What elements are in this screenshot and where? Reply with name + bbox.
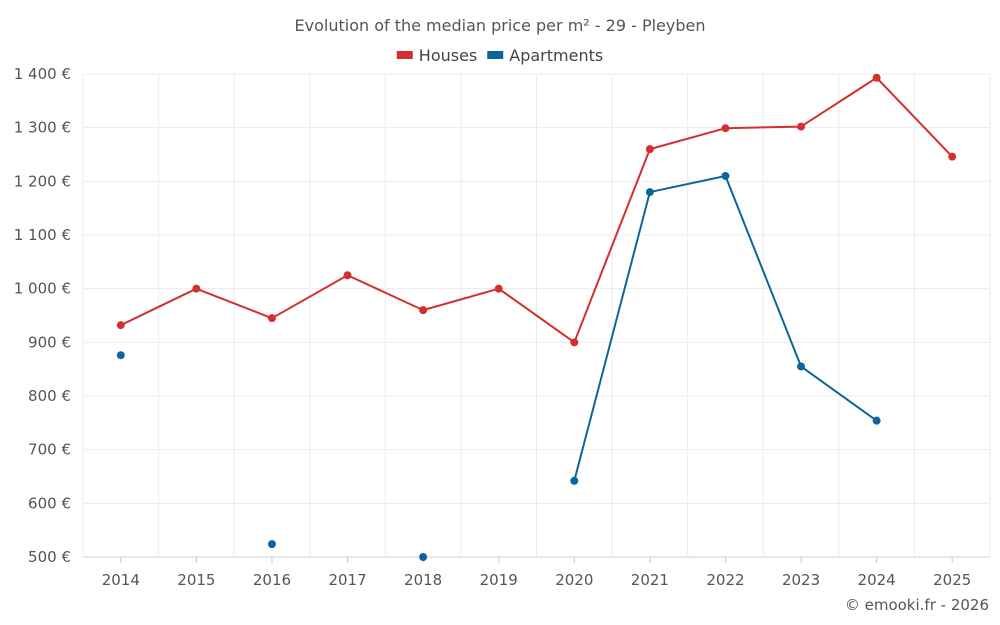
x-tick-label: 2016 [253, 571, 291, 589]
x-tick-label: 2023 [782, 571, 820, 589]
credit-text: © emooki.fr - 2026 [845, 596, 989, 614]
legend-label: Apartments [509, 46, 603, 65]
series-apartments [116, 171, 881, 561]
data-point-houses[interactable] [116, 321, 125, 330]
x-axis: 2014 2015 2016 2017 2018 2019 2020 2021 2022 2023… [102, 557, 971, 589]
x-tick-label: 2015 [177, 571, 215, 589]
grid [82, 73, 991, 558]
x-tick-label: 2017 [328, 571, 366, 589]
y-tick-label: 1 000 € [14, 280, 71, 298]
y-tick-label: 800 € [28, 387, 71, 405]
data-point-apartments[interactable] [797, 362, 806, 371]
data-point-houses[interactable] [872, 73, 881, 82]
y-tick-label: 500 € [28, 548, 71, 566]
chart-title: Evolution of the median price per m² - 2… [295, 16, 706, 35]
x-tick-label: 2018 [404, 571, 442, 589]
legend-item-apartments[interactable]: Apartments [487, 46, 603, 65]
x-tick-label: 2022 [706, 571, 744, 589]
data-point-apartments[interactable] [721, 171, 730, 180]
series-houses [116, 73, 957, 347]
data-point-houses[interactable] [343, 271, 352, 280]
x-tick-label: 2021 [631, 571, 669, 589]
series-line-houses [120, 76, 953, 344]
data-point-apartments[interactable] [645, 188, 654, 197]
data-point-houses[interactable] [645, 145, 654, 154]
y-axis: 500 € 600 € 700 € 800 € 900 € 1 000 € 1 100 € 1… [14, 65, 71, 566]
data-point-apartments[interactable] [570, 476, 579, 485]
data-point-apartments[interactable] [872, 416, 881, 425]
legend: Houses Apartments [396, 46, 603, 65]
legend-label: Houses [419, 46, 477, 65]
data-point-houses[interactable] [948, 152, 957, 161]
y-tick-label: 1 200 € [14, 172, 71, 190]
y-tick-label: 900 € [28, 333, 71, 351]
series-line-apartments [573, 174, 878, 482]
x-tick-label: 2024 [858, 571, 896, 589]
y-tick-label: 600 € [28, 494, 71, 512]
legend-swatch [487, 51, 504, 59]
x-tick-label: 2019 [480, 571, 518, 589]
legend-swatch [396, 51, 413, 59]
series-layer [116, 73, 957, 561]
data-point-houses[interactable] [419, 306, 428, 315]
data-point-houses[interactable] [797, 122, 806, 131]
y-tick-label: 1 300 € [14, 119, 71, 137]
x-tick-label: 2014 [102, 571, 140, 589]
data-point-houses[interactable] [192, 284, 201, 293]
data-point-houses[interactable] [570, 338, 579, 347]
y-tick-label: 1 400 € [14, 65, 71, 83]
x-tick-label: 2020 [555, 571, 593, 589]
y-tick-label: 700 € [28, 441, 71, 459]
legend-item-houses[interactable]: Houses [396, 46, 477, 65]
data-point-apartments[interactable] [116, 351, 125, 360]
data-point-houses[interactable] [267, 314, 276, 323]
x-tick-label: 2025 [933, 571, 971, 589]
data-point-houses[interactable] [494, 284, 503, 293]
data-point-houses[interactable] [721, 124, 730, 133]
data-point-apartments[interactable] [419, 553, 428, 561]
y-tick-label: 1 100 € [14, 226, 71, 244]
data-point-apartments[interactable] [267, 540, 276, 549]
